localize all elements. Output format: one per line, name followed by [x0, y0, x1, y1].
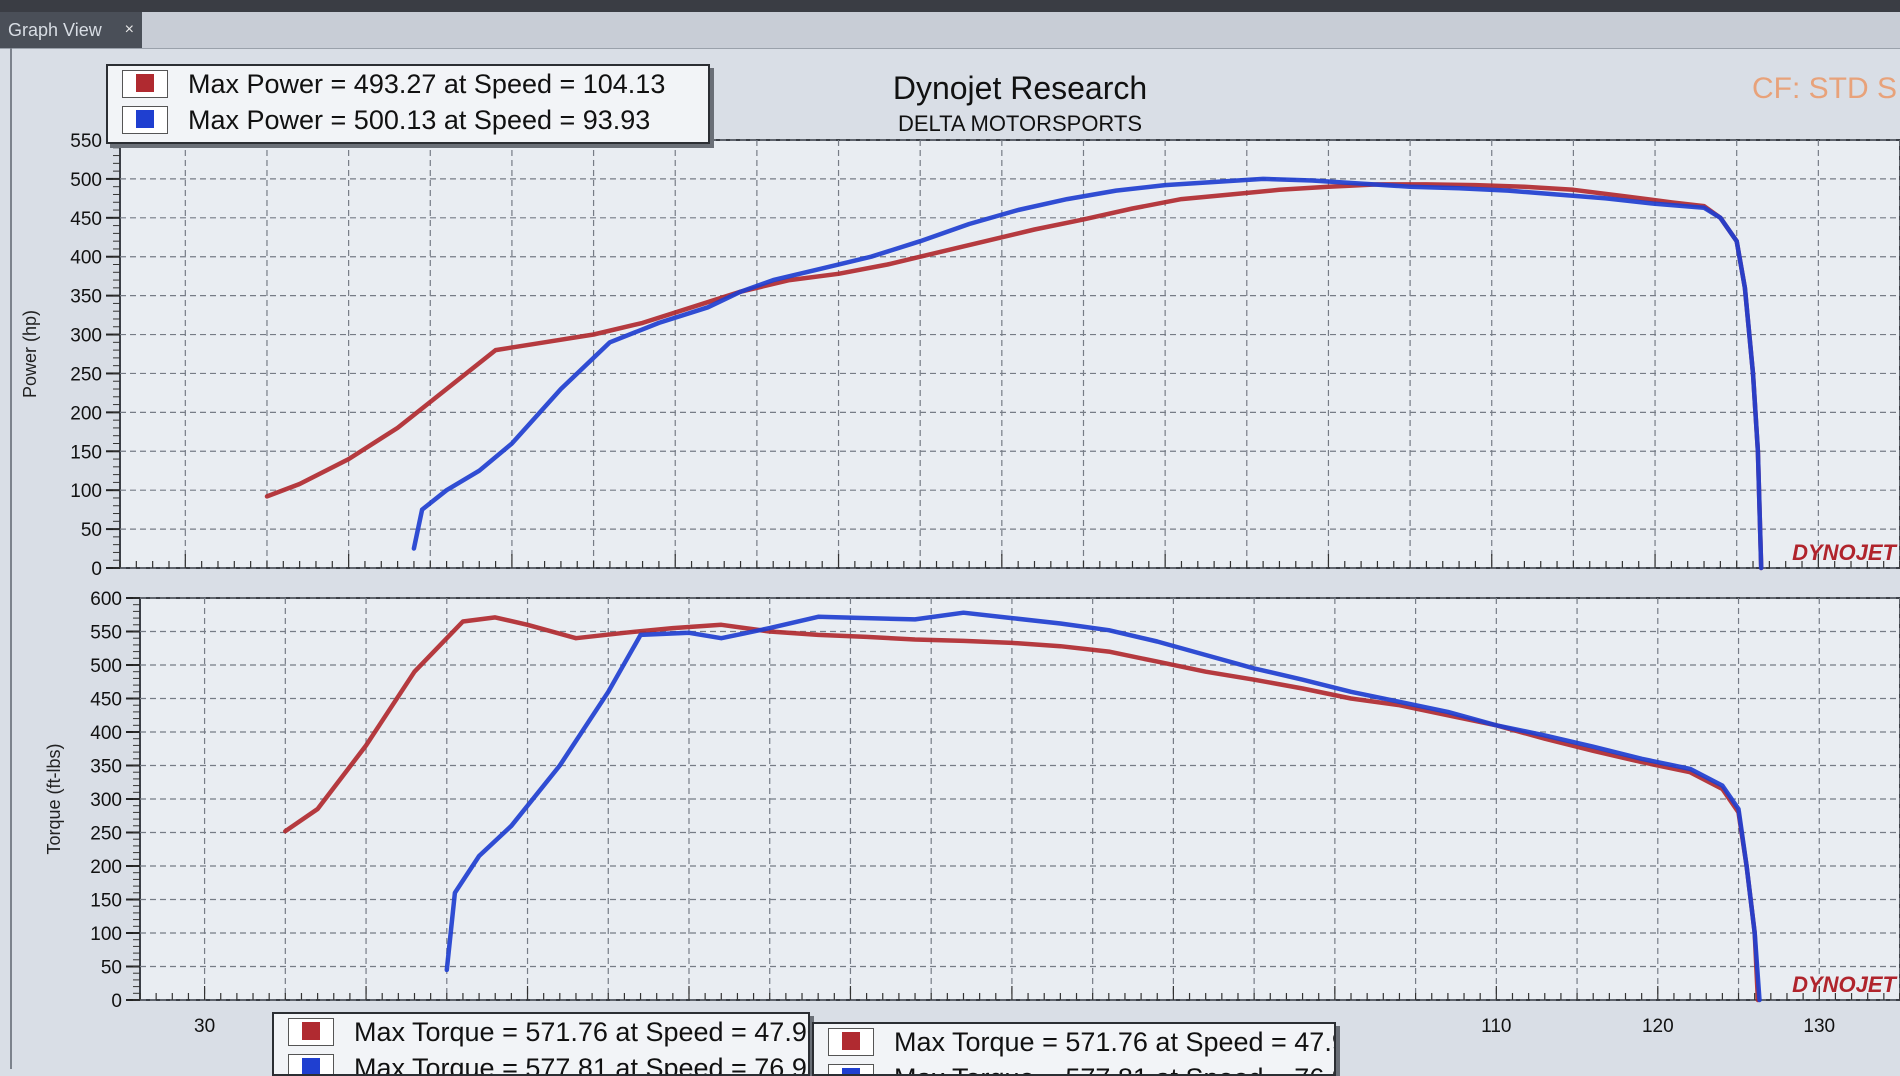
- window-top-strip: [0, 0, 1900, 12]
- power-y-tick-label: 100: [70, 481, 102, 502]
- power-y-tick-label: 500: [70, 170, 102, 191]
- torque-legend-left: Max Torque = 571.76 at Speed = 47.90 Max…: [272, 1012, 810, 1076]
- torque-series-blue-line: [444, 610, 1762, 1003]
- power-legend-text-blue: Max Power = 500.13 at Speed = 93.93: [188, 105, 651, 135]
- legend-swatch-red: [288, 1018, 334, 1046]
- torque-y-tick-label: 0: [111, 991, 122, 1012]
- torque-y-tick-label: 600: [90, 589, 122, 610]
- torque-legend-right: Max Torque = 571.76 at Speed = 47.90 Max…: [812, 1022, 1336, 1076]
- torque-y-tick-label: 550: [90, 623, 122, 644]
- power-y-tick-label: 350: [70, 287, 102, 308]
- torque-y-tick-label: 500: [90, 656, 122, 677]
- torque-y-tick-label: 250: [90, 824, 122, 845]
- torque-y-tick-label: 50: [101, 958, 122, 979]
- legend-swatch-red: [828, 1028, 874, 1056]
- torque-legend-right-entry-blue: Max Torque = 577.81 at Speed = 76.97: [814, 1060, 1334, 1074]
- chart-subtitle: DELTA MOTORSPORTS: [897, 111, 1143, 136]
- power-plot-area: [119, 139, 1900, 569]
- power-y-tick-label: 450: [70, 209, 102, 230]
- power-y-tick-label: 250: [70, 364, 102, 385]
- torque-legend-left-text-blue: Max Torque = 577.81 at Speed = 76.97: [354, 1053, 810, 1076]
- legend-swatch-blue: [828, 1064, 874, 1074]
- chart-title: Dynojet Research: [892, 70, 1148, 106]
- legend-swatch-red: [122, 70, 168, 98]
- power-legend-text-red: Max Power = 493.27 at Speed = 104.13: [188, 69, 666, 99]
- close-icon[interactable]: ×: [124, 21, 134, 38]
- torque-legend-left-text-red: Max Torque = 571.76 at Speed = 47.90: [354, 1017, 810, 1047]
- power-y-tick-label: 200: [70, 403, 102, 424]
- power-y-tick-label: 400: [70, 248, 102, 269]
- power-y-tick-label: 0: [91, 559, 102, 580]
- torque-y-tick-label: 450: [90, 690, 122, 711]
- torque-legend-right-text-red: Max Torque = 571.76 at Speed = 47.90: [894, 1027, 1336, 1057]
- torque-legend-right-text-blue: Max Torque = 577.81 at Speed = 76.97: [894, 1063, 1334, 1074]
- torque-x-tick-label: 30: [194, 1016, 215, 1037]
- power-y-tick-label: 300: [70, 326, 102, 347]
- torque-x-tick-label: 120: [1642, 1016, 1674, 1037]
- torque-y-tick-label: 400: [90, 723, 122, 744]
- torque-x-tick-label: 110: [1481, 1016, 1511, 1037]
- torque-y-tick-label: 150: [90, 891, 122, 912]
- chart-header: Dynojet Research DELTA MOTORSPORTS: [840, 70, 1200, 137]
- power-legend-entry-blue: Max Power = 500.13 at Speed = 93.93: [108, 102, 708, 138]
- power-series-blue-line: [411, 176, 1764, 571]
- power-y-tick-label: 550: [70, 131, 102, 152]
- torque-legend-left-entry-red: Max Torque = 571.76 at Speed = 47.90: [274, 1014, 808, 1050]
- legend-swatch-blue: [122, 106, 168, 134]
- torque-legend-right-entry-red: Max Torque = 571.76 at Speed = 47.90: [814, 1024, 1334, 1060]
- torque-x-tick-label: 130: [1803, 1016, 1835, 1037]
- window-left-border: [10, 48, 12, 1069]
- cf-label: CF: STD S: [1752, 72, 1898, 105]
- legend-swatch-blue: [288, 1054, 334, 1074]
- power-legend-entry-red: Max Power = 493.27 at Speed = 104.13: [108, 66, 708, 102]
- power-y-tick-label: 50: [81, 520, 102, 541]
- tab-graph-view-label: Graph View: [8, 20, 102, 40]
- dynojet-logo: DYNOJET: [1792, 972, 1897, 997]
- tab-bar: Graph View ×: [0, 12, 1900, 49]
- torque-legend-left-entry-blue: Max Torque = 577.81 at Speed = 76.97: [274, 1050, 810, 1076]
- torque-series-red-line: [283, 615, 1761, 1003]
- torque-y-tick-label: 300: [90, 790, 122, 811]
- power-legend: Max Power = 493.27 at Speed = 104.13 Max…: [106, 64, 710, 144]
- power-y-axis-label: Power (hp): [20, 310, 40, 398]
- dynojet-logo: DYNOJET: [1792, 540, 1897, 565]
- torque-y-axis-label: Torque (ft-lbs): [44, 743, 64, 854]
- tab-graph-view[interactable]: Graph View ×: [0, 12, 142, 48]
- torque-y-tick-label: 200: [90, 857, 122, 878]
- power-y-tick-label: 150: [70, 442, 102, 463]
- torque-y-tick-label: 350: [90, 757, 122, 778]
- torque-y-tick-label: 100: [90, 924, 122, 945]
